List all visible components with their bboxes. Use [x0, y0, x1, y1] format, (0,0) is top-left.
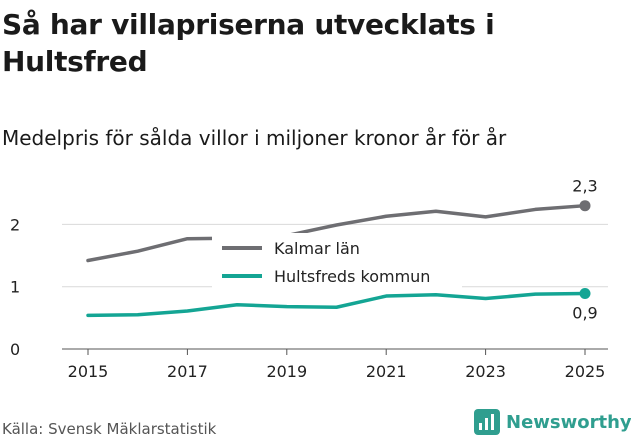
legend-label: Hultsfreds kommun	[274, 267, 430, 286]
legend: Kalmar län Hultsfreds kommun	[212, 233, 462, 291]
x-tick-label: 2015	[68, 362, 109, 381]
data-point-hultsfreds-kommun	[534, 292, 537, 296]
data-point-hultsfreds-kommun	[186, 309, 189, 313]
y-tick-label: 2	[10, 215, 20, 234]
y-tick-label: 1	[10, 278, 20, 297]
data-point-kalmar-län	[186, 237, 189, 240]
data-point-kalmar-län	[335, 223, 338, 227]
legend-label: Kalmar län	[274, 239, 360, 258]
data-point-hultsfreds-kommun	[434, 293, 438, 296]
end-marker-hultsfreds-kommun	[579, 288, 591, 300]
y-tick-label: 0	[10, 340, 20, 359]
data-point-kalmar-län	[136, 249, 139, 253]
end-label-hultsfreds-kommun: 0,9	[572, 304, 597, 323]
x-tick-label: 2021	[366, 362, 407, 381]
data-point-kalmar-län	[484, 215, 487, 219]
data-point-hultsfreds-kommun	[235, 303, 239, 306]
data-point-kalmar-län	[86, 259, 90, 262]
end-label-kalmar-län: 2,3	[572, 177, 597, 196]
brand-name: Newsworthy	[506, 411, 631, 433]
x-tick-label: 2017	[167, 362, 208, 381]
series-line-hultsfreds-kommun	[86, 291, 587, 318]
data-point-kalmar-län	[385, 215, 388, 218]
data-point-hultsfreds-kommun	[484, 297, 487, 300]
data-point-hultsfreds-kommun	[335, 306, 338, 309]
data-point-hultsfreds-kommun	[136, 313, 139, 316]
data-point-kalmar-län	[534, 208, 537, 211]
data-point-hultsfreds-kommun	[385, 294, 388, 298]
x-tick-label: 2023	[465, 362, 506, 381]
brand-logo: Newsworthy	[474, 408, 631, 436]
x-tick-label: 2025	[565, 362, 606, 381]
data-point-kalmar-län	[434, 210, 438, 213]
legend-background	[212, 233, 462, 291]
data-point-hultsfreds-kommun	[285, 305, 288, 308]
end-marker-kalmar-län	[579, 200, 591, 212]
data-point-hultsfreds-kommun	[86, 314, 90, 317]
bar-chart-icon	[474, 409, 500, 435]
x-tick-label: 2019	[266, 362, 307, 381]
chart-subtitle: Medelpris för sålda villor i miljoner kr…	[2, 126, 507, 150]
source-note: Källa: Svensk Mäklarstatistik	[2, 420, 217, 438]
chart-title: Så har villapriserna utvecklats i Hultsf…	[2, 8, 495, 78]
